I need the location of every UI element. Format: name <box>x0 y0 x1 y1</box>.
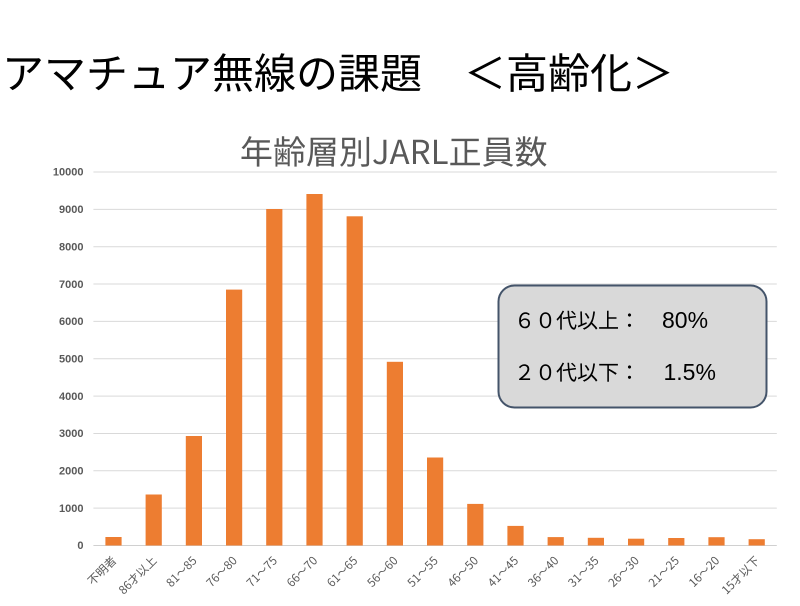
svg-text:8000: 8000 <box>59 241 83 253</box>
svg-text:1000: 1000 <box>59 503 83 515</box>
svg-text:6000: 6000 <box>59 316 83 328</box>
svg-text:80%: 80% <box>662 307 708 333</box>
svg-text:4000: 4000 <box>59 391 83 403</box>
svg-text:0: 0 <box>77 540 83 552</box>
svg-text:3000: 3000 <box>59 428 83 440</box>
svg-text:9000: 9000 <box>59 204 83 216</box>
svg-text:5000: 5000 <box>59 353 83 365</box>
svg-text:10000: 10000 <box>53 167 84 179</box>
svg-text:1.5%: 1.5% <box>664 359 716 385</box>
svg-text:7000: 7000 <box>59 279 83 291</box>
svg-text:2000: 2000 <box>59 466 83 478</box>
